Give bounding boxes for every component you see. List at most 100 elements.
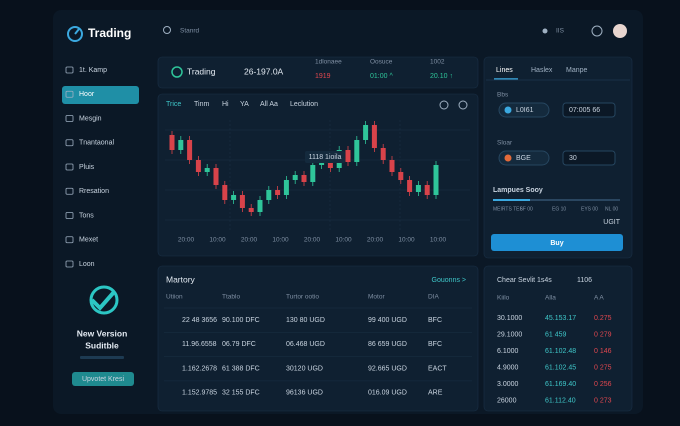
book-cell: 0 279 xyxy=(594,331,612,338)
slider-max: UGIT xyxy=(603,219,620,226)
notification-icon[interactable] xyxy=(542,28,548,34)
history-cell: 1.152.9785 xyxy=(182,390,217,397)
book-cell: 61 459 xyxy=(545,331,567,338)
order-tab[interactable]: Haslex xyxy=(531,67,553,74)
menu-icon[interactable] xyxy=(65,187,74,195)
menu-item[interactable]: 1t. Kamp xyxy=(79,67,107,74)
menu-icon[interactable] xyxy=(65,66,74,74)
amount-value[interactable]: 30 xyxy=(569,155,577,162)
history-cell: 06.79 DFC xyxy=(222,341,256,348)
menu-icon[interactable] xyxy=(65,236,74,244)
promo-bar xyxy=(80,356,124,359)
amount-value[interactable]: 07:005 66 xyxy=(569,107,600,114)
history-cell: BFC xyxy=(428,317,442,324)
chart-tab[interactable]: Trice xyxy=(166,101,181,108)
history-cell: 99 400 UGD xyxy=(368,317,407,324)
book-card xyxy=(483,265,633,412)
field-label: Sloar xyxy=(497,140,513,147)
stat-label: 1002 xyxy=(430,59,445,66)
history-header: Utiion xyxy=(166,294,183,301)
book-tab[interactable]: 1106 xyxy=(577,277,592,284)
avatar[interactable] xyxy=(613,24,627,38)
menu-icon[interactable] xyxy=(65,163,74,171)
history-cell: 32 155 DFC xyxy=(222,390,260,397)
asset-icon xyxy=(504,106,512,114)
menu-active-bg xyxy=(62,86,139,104)
chart-tab[interactable]: Hi xyxy=(222,101,229,108)
history-cell: BFC xyxy=(428,341,442,348)
asset-select[interactable] xyxy=(498,150,550,166)
history-cell: 96136 UGD xyxy=(286,390,323,397)
search-input[interactable]: Stanrd xyxy=(180,28,200,35)
slider-tick: NL 00 xyxy=(605,206,618,212)
promo-button-label[interactable]: Upvotet Kresi xyxy=(82,376,124,383)
book-header: Kiilo xyxy=(497,295,510,302)
menu-icon[interactable] xyxy=(65,260,74,268)
book-tab[interactable]: 1s4s xyxy=(537,277,552,284)
menu-item[interactable]: Tnantaonal xyxy=(79,140,114,147)
chart-tab[interactable]: Tinm xyxy=(194,101,209,108)
ticker-icon xyxy=(171,66,183,78)
book-tab[interactable]: Chear Sevlit xyxy=(497,277,535,284)
book-cell: 61.102.48 xyxy=(545,348,576,355)
book-header: Alla xyxy=(545,295,556,302)
history-cell: 11.96.6558 xyxy=(182,341,217,348)
x-axis-label: 10:00 xyxy=(430,237,447,244)
menu-icon[interactable] xyxy=(65,90,74,98)
history-cell: 86 659 UGD xyxy=(368,341,407,348)
buy-button-label[interactable]: Buy xyxy=(550,240,563,247)
search-icon[interactable] xyxy=(163,26,171,34)
x-axis-label: 10:00 xyxy=(398,237,415,244)
logo-text: Trading xyxy=(88,26,131,40)
slider-tick: EYS 00 xyxy=(581,206,598,212)
buy-button[interactable] xyxy=(491,234,623,251)
chart-tooltip xyxy=(305,151,345,163)
slider-label: Lampues Sooy xyxy=(493,187,543,194)
ticker-name: Trading xyxy=(187,66,216,76)
promo-button[interactable] xyxy=(72,372,134,386)
asset-select[interactable] xyxy=(498,102,550,118)
stat-value: 1919 xyxy=(315,73,331,80)
menu-item[interactable]: Pluis xyxy=(79,164,95,171)
history-title: Martory xyxy=(166,274,196,284)
user-name[interactable]: IIS xyxy=(556,28,565,35)
chart-tab[interactable]: YA xyxy=(240,101,249,108)
menu-icon[interactable] xyxy=(65,115,74,122)
history-header: DIA xyxy=(428,294,440,301)
promo-subtitle: Suditble xyxy=(85,340,119,350)
logo-icon-needle xyxy=(74,28,80,35)
menu-item[interactable]: Hoor xyxy=(79,91,95,98)
chart-tab[interactable]: All Aa xyxy=(260,101,278,108)
amount-input[interactable] xyxy=(562,150,616,166)
book-cell: 61.112.40 xyxy=(545,397,576,404)
x-axis-label: 10:00 xyxy=(272,237,289,244)
history-cell: 130 80 UGD xyxy=(286,317,325,324)
x-axis-label: 20:00 xyxy=(304,237,321,244)
book-cell: 26000 xyxy=(497,397,517,404)
chart-tab[interactable]: Leclution xyxy=(290,101,318,108)
book-cell: 0 273 xyxy=(594,397,612,404)
settings-icon[interactable] xyxy=(591,25,603,37)
menu-icon[interactable] xyxy=(65,139,74,147)
order-tab[interactable]: Manpe xyxy=(566,67,588,74)
menu-item[interactable]: Loon xyxy=(79,261,95,268)
history-header: Ttablo xyxy=(222,294,240,301)
asset-name[interactable]: L0I61 xyxy=(516,107,534,114)
order-tab[interactable]: Lines xyxy=(496,67,513,74)
menu-icon[interactable] xyxy=(65,212,74,219)
book-cell: 0 146 xyxy=(594,348,612,355)
chart-tool-icon[interactable] xyxy=(458,100,468,110)
history-link[interactable]: Gouonns > xyxy=(432,277,466,284)
menu-item[interactable]: Tons xyxy=(79,212,94,219)
asset-name[interactable]: BGE xyxy=(516,155,531,162)
asset-icon xyxy=(504,154,512,162)
menu-item[interactable]: Mexet xyxy=(79,237,98,244)
book-cell: 4.9000 xyxy=(497,364,519,371)
amount-input[interactable] xyxy=(562,102,616,118)
chart-tool-icon[interactable] xyxy=(439,100,449,110)
menu-item[interactable]: Mesgin xyxy=(79,115,102,122)
history-cell: 30120 UGD xyxy=(286,365,323,372)
book-cell: 29.1000 xyxy=(497,331,522,338)
menu-item[interactable]: Rresation xyxy=(79,188,109,195)
